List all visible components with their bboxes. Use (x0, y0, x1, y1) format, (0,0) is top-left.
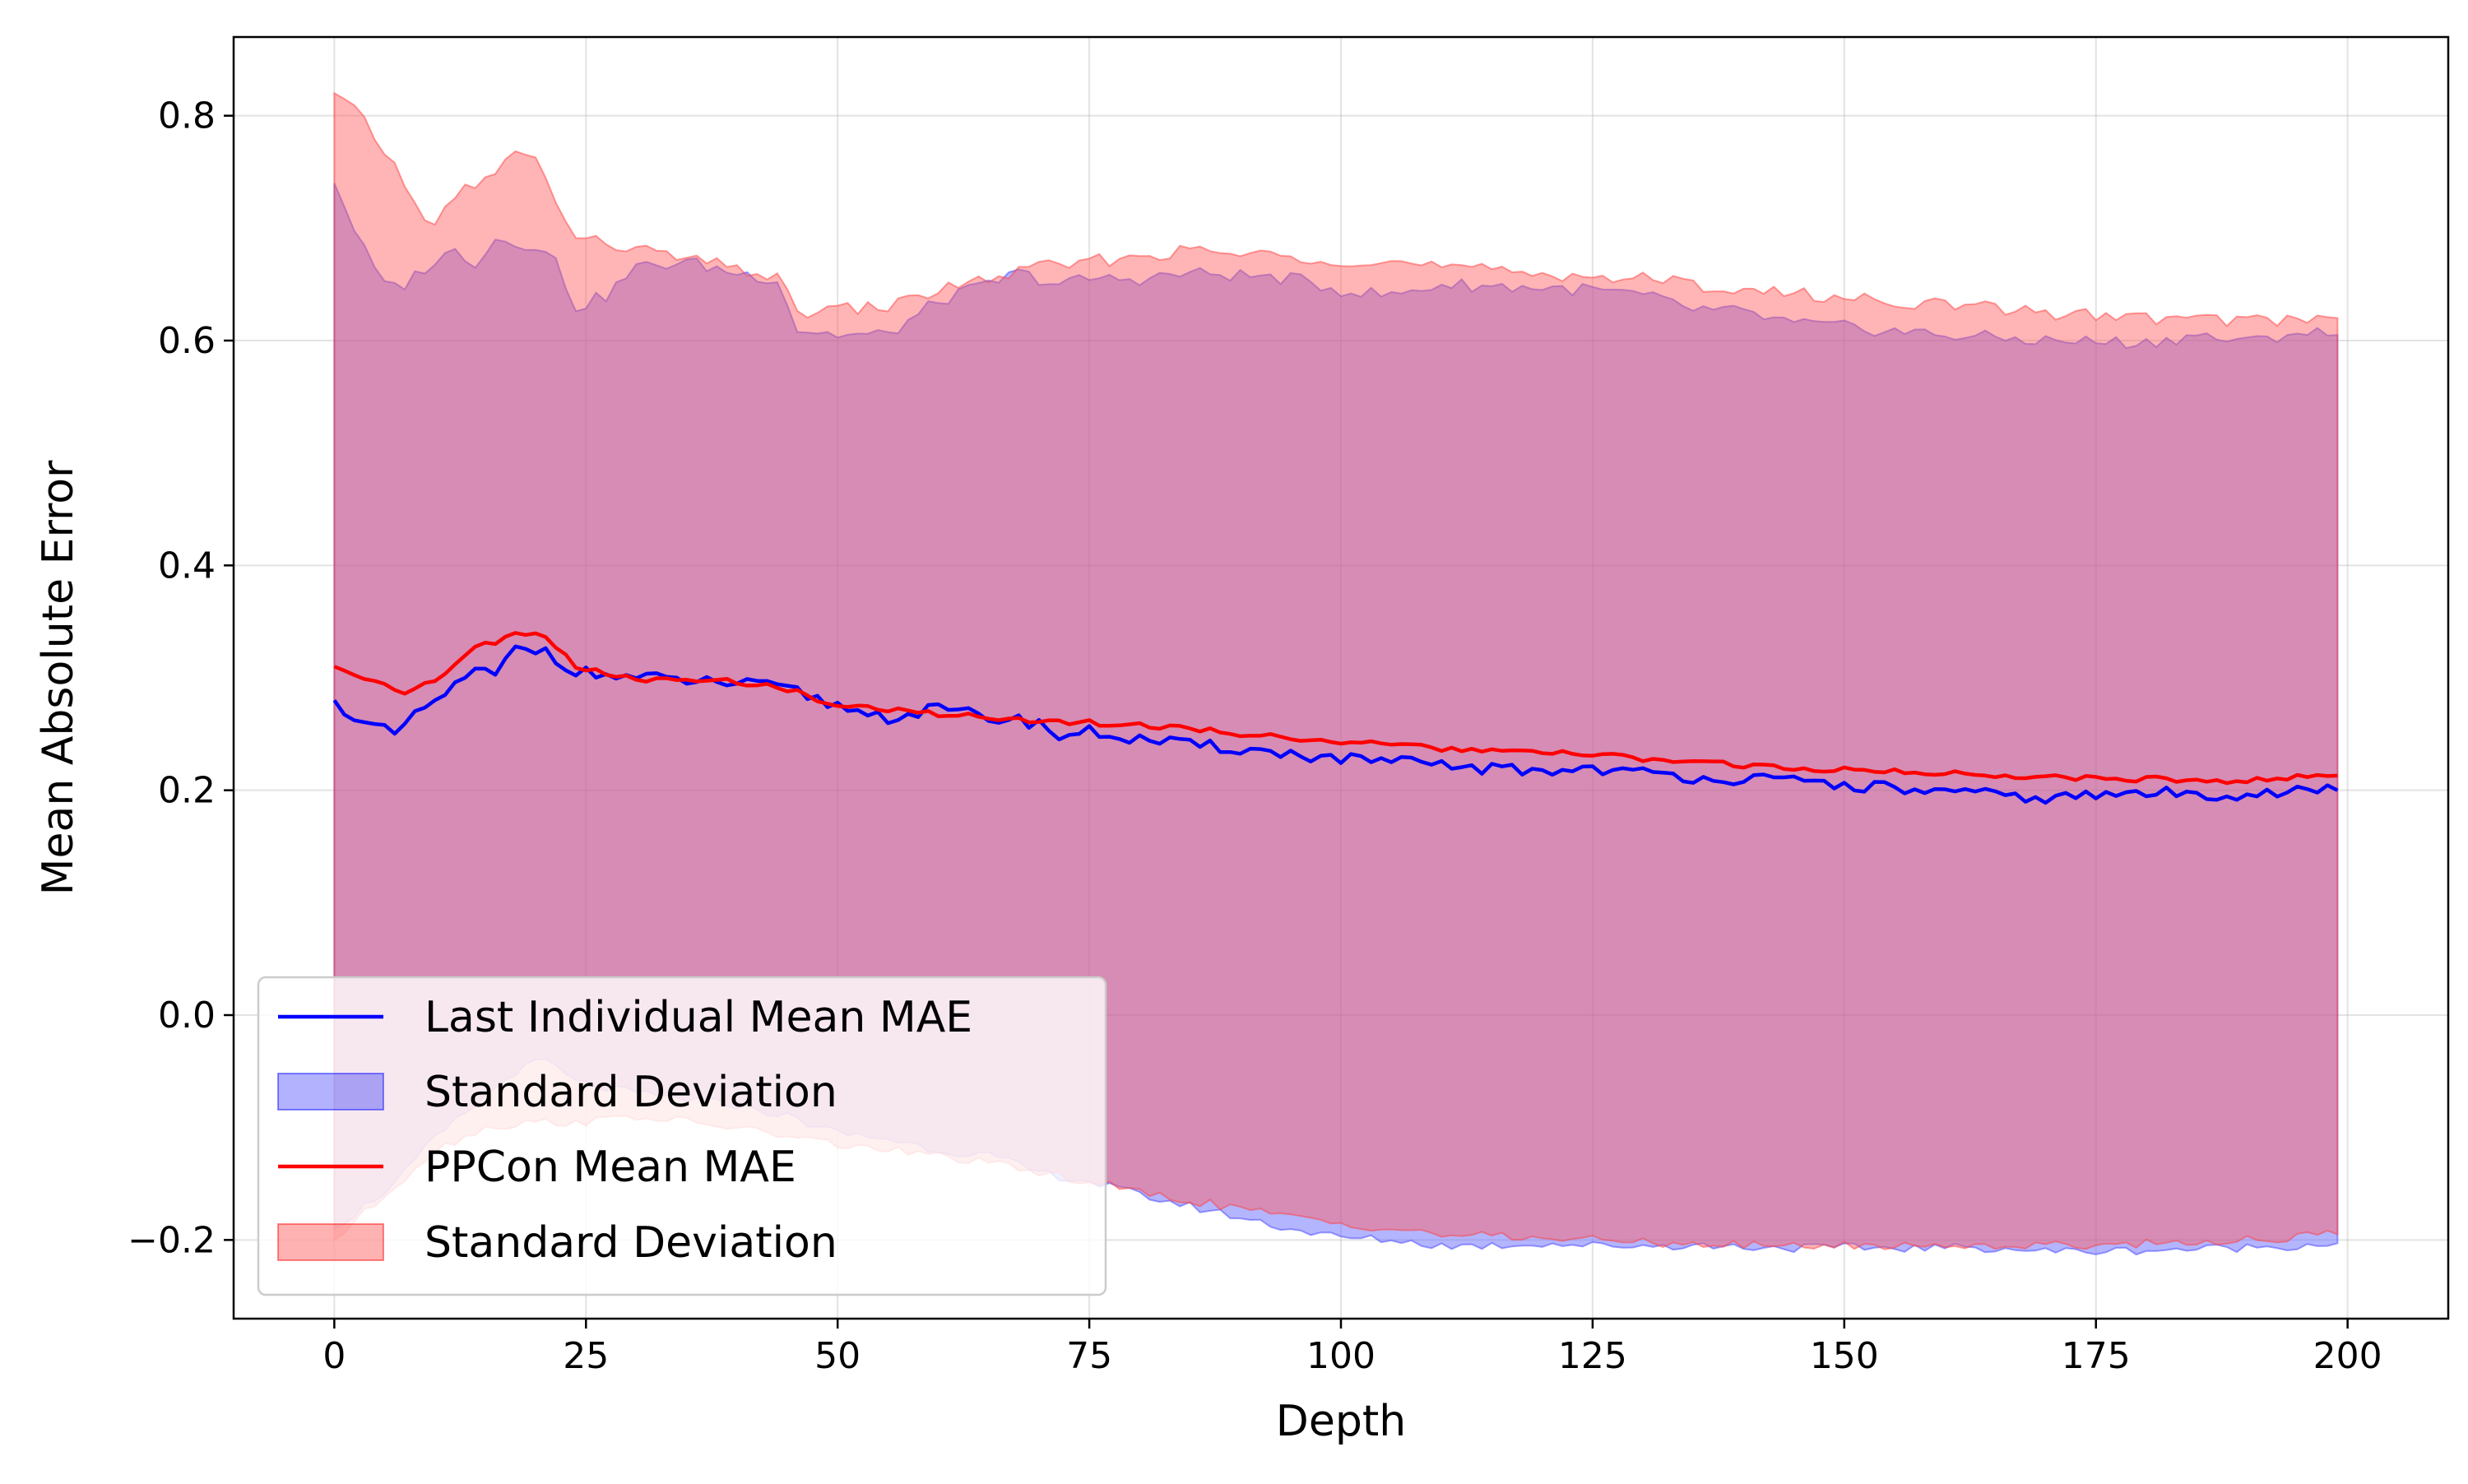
line-ppcon-mean-mae (333, 631, 2338, 786)
x-tick-label: 200 (2313, 1335, 2382, 1377)
tick-layer: 0 25 50 75 100 125 150 175 200 −0.2 0.0 0.2 0.4 0.6 0.… (128, 95, 2382, 1377)
x-tick-label: 0 (322, 1335, 346, 1377)
y-tick-label: 0.8 (158, 95, 216, 137)
legend-label: Standard Deviation (424, 1068, 837, 1117)
x-tick-label: 50 (814, 1335, 861, 1377)
legend-label: PPCon Mean MAE (424, 1143, 796, 1192)
legend: Last Individual Mean MAE Standard Deviati… (257, 976, 1107, 1296)
x-tick-label: 150 (1810, 1335, 1879, 1377)
y-tick-label: 0.6 (158, 320, 216, 362)
x-tick-label: 25 (563, 1335, 609, 1377)
x-axis-title: Depth (1276, 1397, 1406, 1446)
x-tick-label: 175 (2062, 1335, 2131, 1377)
y-axis-title: Mean Absolute Error (34, 460, 83, 895)
legend-label: Last Individual Mean MAE (424, 993, 972, 1042)
legend-label: Standard Deviation (424, 1218, 837, 1268)
legend-box (257, 976, 1107, 1296)
line-layer (332, 631, 2339, 805)
x-tick-label: 75 (1066, 1335, 1112, 1377)
legend-patch-swatch (277, 1073, 384, 1111)
y-tick-label: 0.4 (158, 545, 216, 587)
y-tick-label: −0.2 (128, 1219, 216, 1261)
y-tick-label: 0.2 (158, 770, 216, 812)
legend-entries: Last Individual Mean MAE Standard Deviati… (277, 993, 972, 1268)
y-tick-label: 0.0 (158, 995, 216, 1036)
x-tick-label: 125 (1558, 1335, 1627, 1377)
x-tick-label: 100 (1306, 1335, 1375, 1377)
legend-patch-swatch (277, 1223, 384, 1261)
